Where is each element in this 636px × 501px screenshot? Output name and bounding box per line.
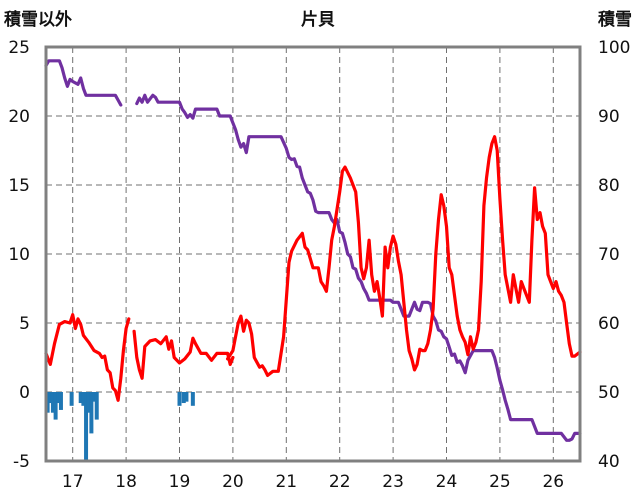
x-tick-label: 23 [382,472,404,492]
precipitation-bar [181,392,186,404]
x-tick-label: 21 [275,472,297,492]
x-tick-label: 20 [222,472,244,492]
precipitation-bar [89,392,94,434]
precipitation-bar [45,392,50,413]
x-tick-label: 26 [542,472,564,492]
left-tick-label: 25 [8,38,30,58]
precipitation-bar [92,392,97,402]
precipitation-bar [50,392,55,413]
grid-lines [46,47,580,461]
precipitation-bar [58,392,63,410]
precipitation-bar [81,392,86,406]
right-tick-label: 50 [598,383,620,403]
left-tick-label: 20 [8,107,30,127]
x-axis-ticks: 17 18 19 20 21 22 23 24 25 26 [62,472,564,492]
plot-frame [44,45,582,463]
precipitation-bar [69,392,74,406]
x-tick-label: 18 [115,472,137,492]
x-tick-label: 25 [489,472,511,492]
right-tick-label: 40 [598,452,620,472]
right-tick-label: 70 [598,245,620,265]
left-tick-label: -5 [13,452,30,472]
right-tick-label: 60 [598,314,620,334]
precipitation-bars [45,392,195,461]
precipitation-bar [86,392,91,413]
right-axis-ticks: 40 50 60 70 80 90 100 [598,38,630,472]
left-axis-ticks: -5 0 5 10 15 20 25 [8,38,30,472]
left-tick-label: 0 [19,383,30,403]
snow-depth-line [44,59,123,107]
temperature-line [44,313,131,402]
precipitation-bar [177,392,182,406]
precipitation-bar [190,392,195,406]
precipitation-bar [78,392,83,404]
left-axis-label: 積雪以外 [4,9,72,30]
left-tick-label: 5 [19,314,30,334]
chart-title: 片貝 [301,9,335,30]
right-tick-label: 80 [598,176,620,196]
precipitation-bar [94,392,99,420]
x-tick-label: 17 [62,472,84,492]
x-tick-label: 24 [436,472,458,492]
left-tick-label: 15 [8,176,30,196]
right-tick-label: 90 [598,107,620,127]
temperature-line [132,329,235,380]
precipitation-bar [53,392,58,420]
left-tick-label: 10 [8,245,30,265]
precipitation-bar [48,392,53,404]
x-tick-label: 22 [329,472,351,492]
precipitation-bar [184,392,189,402]
right-axis-label: 積雪 [598,9,632,30]
snow-depth-line [135,93,582,442]
precipitation-bar [56,392,61,404]
x-tick-label: 19 [169,472,191,492]
temperature-line [226,135,582,377]
right-tick-label: 100 [598,38,630,58]
precipitation-bar [84,392,89,461]
series-lines [44,59,582,442]
